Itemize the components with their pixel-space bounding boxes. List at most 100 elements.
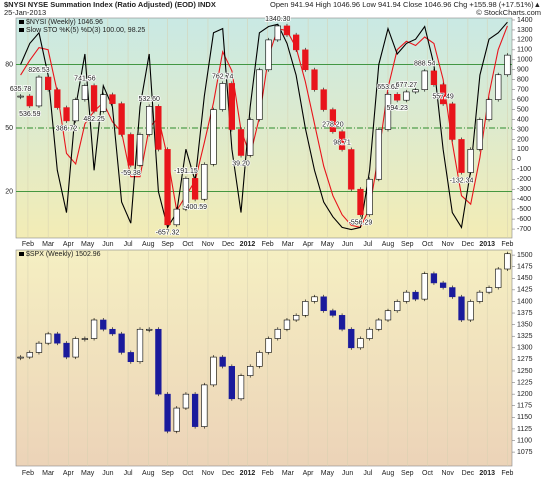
candle [421,273,428,300]
candle [357,188,364,216]
candle [72,338,79,358]
x-tick-label: Jul [363,241,372,248]
quote: Open 941.94 High 1046.96 Low 941.94 Clos… [270,0,541,9]
candle [54,89,61,108]
candle [182,178,190,210]
candle [256,352,263,367]
x-tick-label: Jun [342,241,353,248]
candle [293,315,300,321]
y-tick-label: 100 [517,146,529,153]
x-tick-label: Mar [42,241,55,248]
candle [485,287,493,293]
candle [210,356,217,386]
credit: © StockCharts.com [476,8,541,17]
candle [311,296,318,302]
y-tick-label: 1350 [517,321,533,328]
candle [210,109,217,165]
legend-swatch [19,20,24,24]
x-tick-label: May [321,470,335,477]
candle [302,301,309,316]
candle [155,106,162,150]
x-tick-label: Sep [401,470,414,477]
candle [384,310,392,321]
candle [449,287,456,298]
candle [274,25,281,41]
annotation: 888.54 [414,61,436,68]
candle [63,342,70,358]
candle [283,25,291,36]
x-tick-label: Nov [441,470,454,477]
annotation: 594.23 [386,105,408,112]
candle [81,85,89,100]
candle [237,129,245,156]
candle [146,106,153,135]
candle [228,366,235,400]
candle [476,291,483,302]
y-tick-label: 1325 [517,333,533,340]
candle [320,89,327,110]
y-tick-label: 1450 [517,275,533,282]
y-tick-label: 1150 [517,414,532,421]
candle [35,76,43,107]
y-tick-label: 1000 [517,57,533,64]
candle [219,83,226,110]
candle [412,89,419,93]
candle [219,356,226,367]
candle [164,149,171,226]
y-tick-label: 0 [517,156,521,163]
x-tick-label: Aug [142,470,155,477]
y-tick-label: 1300 [517,345,533,352]
candle [173,208,180,226]
x-tick-label: Nov [202,470,215,477]
candle [384,93,392,130]
y-tick-label: 1250 [517,368,533,375]
x-tick-label: Sep [161,470,174,477]
candle [430,70,438,85]
candle [293,34,300,51]
candle [449,103,456,140]
annotation: 826.53 [28,67,50,74]
x-tick-label: 2012 [240,241,256,248]
annotation: -657.32 [156,230,180,237]
y-tick-label: -300 [517,186,531,193]
candle [191,393,199,427]
candle [439,84,447,105]
y-tick-label: 1300 [517,27,533,34]
legend: $NYSI (Weekly) 1046.96 [26,19,103,26]
candle [247,119,254,156]
y-tick-label: 1400 [517,17,533,24]
candle [136,328,144,363]
candle [127,352,134,363]
candle [495,74,502,100]
x-tick-label: Nov [441,241,454,248]
y-tick-label: 1375 [517,310,533,317]
candle [118,333,125,353]
candle [348,328,355,349]
x-tick-label: Jul [124,241,133,248]
y-tick-label: 1125 [517,426,532,433]
candle [458,139,465,173]
y-tick-label: 500 [517,106,529,113]
candle [17,356,24,359]
annotation: 635.78 [10,86,32,93]
candle [45,76,52,90]
candle [265,338,272,353]
y-tick-label: 1475 [517,264,533,271]
y-tick-label: 300 [517,126,529,133]
candle [430,273,438,284]
legend: $SPX (Weekly) 1502.96 [26,251,101,258]
x-tick-label: Sep [401,241,414,248]
y-tick-label: -400 [517,196,531,203]
candle [228,83,235,130]
y-tick-label: 1200 [517,391,533,398]
candle [182,393,190,409]
annotation: -400.59 [183,204,207,211]
candle [338,315,346,330]
candle [256,69,263,120]
stoch-tick-label: 80 [5,61,13,68]
candle [201,384,208,427]
x-tick-label: Oct [182,470,193,477]
x-tick-label: Feb [501,470,513,477]
x-tick-label: Sep [161,241,174,248]
x-tick-label: Jul [363,470,372,477]
